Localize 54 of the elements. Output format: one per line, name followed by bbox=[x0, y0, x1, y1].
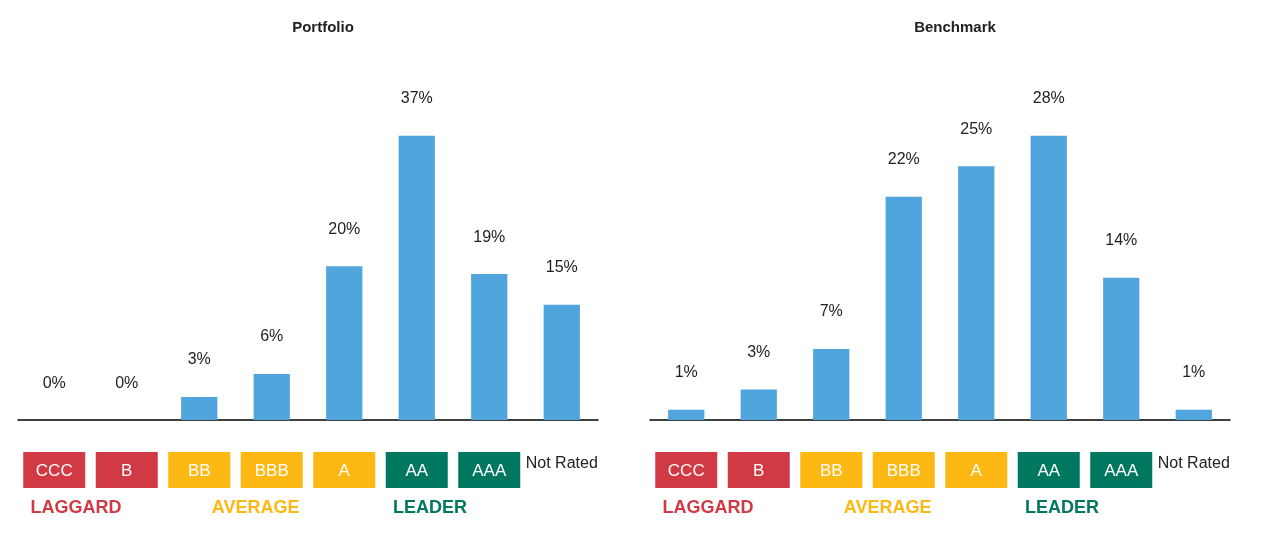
x-tick-label: AAA bbox=[472, 460, 507, 480]
text: LEADER bbox=[1025, 497, 1100, 517]
data-label: 3% bbox=[187, 350, 211, 368]
chart-title: Portfolio bbox=[292, 18, 354, 35]
bar bbox=[543, 304, 580, 420]
text: LEADER bbox=[393, 497, 468, 517]
data-label: 37% bbox=[400, 89, 433, 107]
data-label: 1% bbox=[1182, 363, 1206, 381]
x-tick-label: BB bbox=[187, 460, 211, 480]
x-tick-label: Not Rated bbox=[525, 453, 598, 471]
chart-title: Benchmark bbox=[914, 18, 997, 35]
text: AVERAGE bbox=[211, 497, 300, 517]
x-tick-label: Not Rated bbox=[1157, 453, 1230, 471]
bar bbox=[1030, 135, 1067, 420]
bar bbox=[471, 274, 508, 420]
data-label: 0% bbox=[115, 373, 139, 391]
x-tick-label: CCC bbox=[35, 460, 73, 480]
text: LAGGARD bbox=[30, 497, 122, 517]
x-tick-label: A bbox=[338, 460, 351, 480]
bar bbox=[398, 135, 435, 420]
x-tick-label: AAA bbox=[1104, 460, 1139, 480]
bar bbox=[668, 409, 705, 420]
data-label: 22% bbox=[887, 150, 920, 168]
bar bbox=[1103, 277, 1140, 420]
x-tick-label: CCC bbox=[667, 460, 705, 480]
bar bbox=[253, 373, 290, 420]
bar bbox=[813, 348, 850, 420]
x-tick-label: BBB bbox=[254, 460, 289, 480]
data-label: 6% bbox=[260, 327, 284, 345]
data-label: 20% bbox=[328, 219, 361, 237]
bar bbox=[958, 166, 995, 420]
data-label: 15% bbox=[545, 258, 578, 276]
data-label: 7% bbox=[819, 302, 843, 320]
data-label: 3% bbox=[747, 343, 771, 361]
x-tick-label: B bbox=[121, 460, 133, 480]
x-tick-label: BB bbox=[819, 460, 843, 480]
bar bbox=[740, 389, 777, 420]
data-label: 14% bbox=[1105, 231, 1138, 249]
data-label: 0% bbox=[42, 373, 66, 391]
x-tick-label: B bbox=[753, 460, 765, 480]
data-label: 25% bbox=[960, 119, 993, 137]
bar bbox=[885, 196, 922, 420]
text: LAGGARD bbox=[662, 497, 754, 517]
x-tick-label: AA bbox=[405, 460, 429, 480]
bar bbox=[326, 266, 363, 420]
x-tick-label: AA bbox=[1037, 460, 1061, 480]
data-label: 1% bbox=[674, 363, 698, 381]
x-tick-label: BBB bbox=[886, 460, 921, 480]
bar bbox=[1175, 409, 1212, 420]
bar bbox=[181, 396, 218, 420]
data-label: 19% bbox=[473, 227, 506, 245]
x-tick-label: A bbox=[970, 460, 983, 480]
data-label: 28% bbox=[1032, 89, 1065, 107]
text: AVERAGE bbox=[843, 497, 932, 517]
